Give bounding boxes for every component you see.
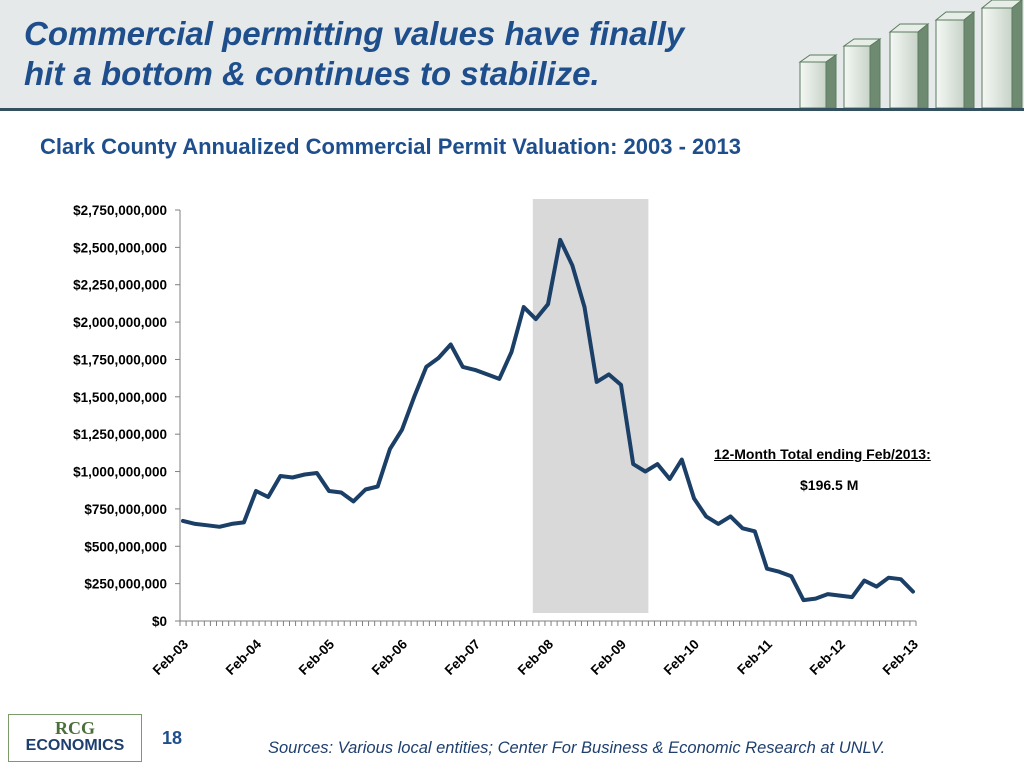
data-point xyxy=(741,526,745,530)
y-tick-label: $1,750,000,000 xyxy=(73,352,167,367)
slide-title: Commercial permitting values have finall… xyxy=(24,14,684,94)
data-point xyxy=(230,522,234,526)
data-point xyxy=(789,574,793,578)
data-point xyxy=(595,380,599,384)
y-tick-label: $750,000,000 xyxy=(84,502,167,517)
x-tick-label: Feb-10 xyxy=(661,637,702,678)
data-point xyxy=(558,238,562,242)
data-point xyxy=(728,514,733,518)
data-point xyxy=(388,447,392,451)
y-tick-label: $1,000,000,000 xyxy=(73,465,167,480)
x-tick-label: Feb-12 xyxy=(807,637,848,678)
data-point xyxy=(315,471,319,475)
x-tick-label: Feb-11 xyxy=(734,636,775,677)
rcg-economics-logo: RCG ECONOMICS xyxy=(8,714,142,762)
data-point xyxy=(254,489,258,493)
data-point xyxy=(327,489,331,493)
data-point xyxy=(363,487,368,492)
data-point xyxy=(850,595,854,599)
data-point xyxy=(899,577,903,581)
x-tick-label: Feb-07 xyxy=(442,637,483,678)
y-tick-label: $2,500,000,000 xyxy=(73,240,167,255)
data-point xyxy=(497,377,501,381)
data-point xyxy=(351,499,355,504)
data-point xyxy=(205,523,209,527)
data-point xyxy=(655,462,660,466)
data-point xyxy=(643,469,647,474)
y-tick-label: $0 xyxy=(152,614,167,629)
data-point xyxy=(400,428,404,432)
x-tick-label: Feb-13 xyxy=(880,636,922,678)
data-point xyxy=(692,496,696,501)
x-tick-label: Feb-05 xyxy=(296,636,338,678)
data-point xyxy=(887,576,891,580)
data-point xyxy=(716,522,720,526)
permit-valuation-line-chart: $0 $250,000,000 $500,000,000 $750,000,000 $1… xyxy=(73,199,922,678)
logo-mark: RCG xyxy=(55,718,95,738)
data-point xyxy=(424,365,428,369)
data-point xyxy=(473,368,477,372)
y-tick-label: $2,000,000,000 xyxy=(73,315,167,330)
data-point xyxy=(522,305,526,309)
data-point xyxy=(680,457,684,462)
data-point xyxy=(704,514,708,518)
source-note: Sources: Various local entities; Center … xyxy=(268,739,886,757)
data-point xyxy=(449,342,453,347)
data-point xyxy=(874,585,879,589)
logo-text: ECONOMICS xyxy=(25,737,125,754)
x-tick-label: Feb-08 xyxy=(515,636,557,678)
data-point xyxy=(765,567,769,571)
data-point xyxy=(777,570,781,574)
data-point xyxy=(619,383,623,387)
slide-title-line-2: hit a bottom & continues to stabilize. xyxy=(24,55,600,92)
data-point xyxy=(303,472,307,477)
y-tick-label: $2,750,000,000 xyxy=(73,203,167,218)
y-tick-label: $1,500,000,000 xyxy=(73,390,167,405)
y-tick-label: $500,000,000 xyxy=(84,539,167,554)
data-point xyxy=(278,474,282,478)
x-tick-label: Feb-06 xyxy=(369,636,411,678)
data-point xyxy=(461,365,465,369)
header-rule xyxy=(0,108,1024,111)
data-point xyxy=(668,477,672,481)
data-point xyxy=(801,598,806,602)
chart-title: Clark County Annualized Commercial Permi… xyxy=(40,134,741,159)
y-tick-label: $1,250,000,000 xyxy=(73,427,167,442)
data-point xyxy=(631,462,635,466)
data-point xyxy=(266,495,270,499)
page-number: 18 xyxy=(162,728,183,748)
data-point xyxy=(290,475,295,480)
annotation-value: $196.5 M xyxy=(800,477,859,493)
data-point xyxy=(826,592,830,596)
data-point xyxy=(838,593,842,598)
data-point xyxy=(509,350,514,354)
recession-shaded-band xyxy=(532,199,649,613)
data-point xyxy=(814,596,818,601)
data-point xyxy=(339,490,343,495)
x-tick-label: Feb-03 xyxy=(150,636,192,678)
slide-title-line-1: Commercial permitting values have finall… xyxy=(24,15,685,52)
data-point xyxy=(862,579,866,583)
data-point xyxy=(242,520,246,524)
x-tick-label: Feb-04 xyxy=(223,636,265,678)
data-point xyxy=(534,317,538,321)
data-point xyxy=(753,529,757,533)
data-point xyxy=(376,484,380,489)
y-tick-label: $2,250,000,000 xyxy=(73,278,167,293)
data-point xyxy=(412,395,416,399)
data-point xyxy=(570,263,574,267)
data-point xyxy=(193,522,197,526)
data-point xyxy=(181,519,185,523)
data-point xyxy=(582,305,587,309)
data-point xyxy=(217,525,222,529)
data-point xyxy=(485,372,489,376)
data-point xyxy=(911,590,915,594)
annotation-label: 12-Month Total ending Feb/2013: xyxy=(714,446,931,462)
x-tick-label: Feb-09 xyxy=(588,637,629,678)
data-point xyxy=(607,372,611,376)
y-tick-label: $250,000,000 xyxy=(84,577,167,592)
bar-graphic-decoration xyxy=(798,0,1023,108)
data-point xyxy=(546,302,550,306)
data-point xyxy=(436,356,441,360)
